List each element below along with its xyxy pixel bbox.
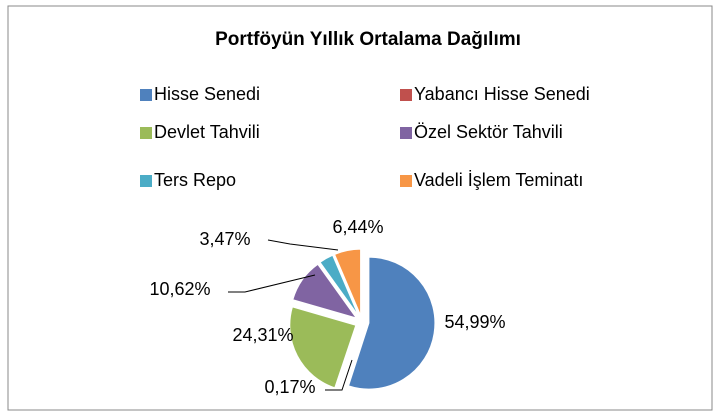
legend-label: Vadeli İşlem Teminatı [414,170,583,190]
pie-slice [338,328,361,393]
pie-slice [292,263,358,319]
chart-border [7,5,713,411]
pie-slice [289,306,357,389]
leader-line [325,359,353,391]
leader-line [228,274,316,293]
legend-label: Özel Sektör Tahvili [414,122,563,142]
legend-swatch [400,127,412,139]
legend-swatch [140,175,152,187]
chart-title: Portföyün Yıllık Ortalama Dağılımı [215,29,521,50]
legend-swatch [140,89,152,101]
legend-label: Devlet Tahvili [154,122,260,142]
legend-label: Ters Repo [154,170,236,190]
pie-slice [319,254,360,317]
data-label: 54,99% [444,312,505,332]
pie-slice [347,256,436,390]
data-label: 10,62% [149,279,210,299]
leader-line [267,239,339,251]
legend-swatch [400,175,412,187]
legend-swatch [400,89,412,101]
legend-label: Hisse Senedi [154,84,260,104]
legend-label: Yabancı Hisse Senedi [414,84,590,104]
data-label: 3,47% [199,229,250,249]
pie-slice [333,248,362,316]
data-label: 0,17% [264,377,315,397]
data-label: 6,44% [332,217,383,237]
data-label: 24,31% [232,325,293,345]
legend-swatch [140,127,152,139]
